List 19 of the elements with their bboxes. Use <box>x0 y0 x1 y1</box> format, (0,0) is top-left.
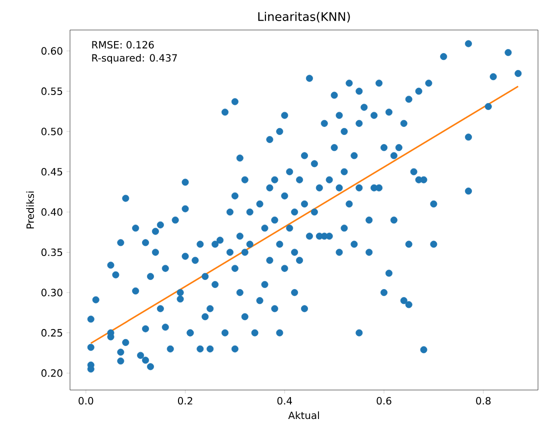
annotation: R-squared: 0.437 <box>92 54 177 64</box>
annotation: RMSE: 0.126 <box>92 40 154 49</box>
y-tick-label: 0.40 <box>41 208 62 216</box>
x-axis-title: Aktual <box>288 411 319 420</box>
y-axis-title: Prediksi <box>26 192 34 228</box>
y-tick-label: 0.20 <box>41 369 62 377</box>
x-tick-label: 0.8 <box>476 397 491 405</box>
y-tick-label: 0.55 <box>41 87 62 95</box>
x-tick-label: 0.0 <box>78 397 94 405</box>
y-tick-label: 0.50 <box>41 128 62 136</box>
y-tick-label: 0.45 <box>41 168 62 176</box>
y-tick-label: 0.60 <box>41 47 62 55</box>
chart-title: Linearitas(KNN) <box>258 12 350 22</box>
x-tick-label: 0.6 <box>376 397 392 405</box>
y-tick-label: 0.30 <box>41 288 62 296</box>
y-tick-label: 0.25 <box>41 329 62 337</box>
x-tick-label: 0.2 <box>178 397 192 405</box>
y-tick-label: 0.35 <box>41 248 62 256</box>
x-tick-label: 0.4 <box>277 397 292 405</box>
